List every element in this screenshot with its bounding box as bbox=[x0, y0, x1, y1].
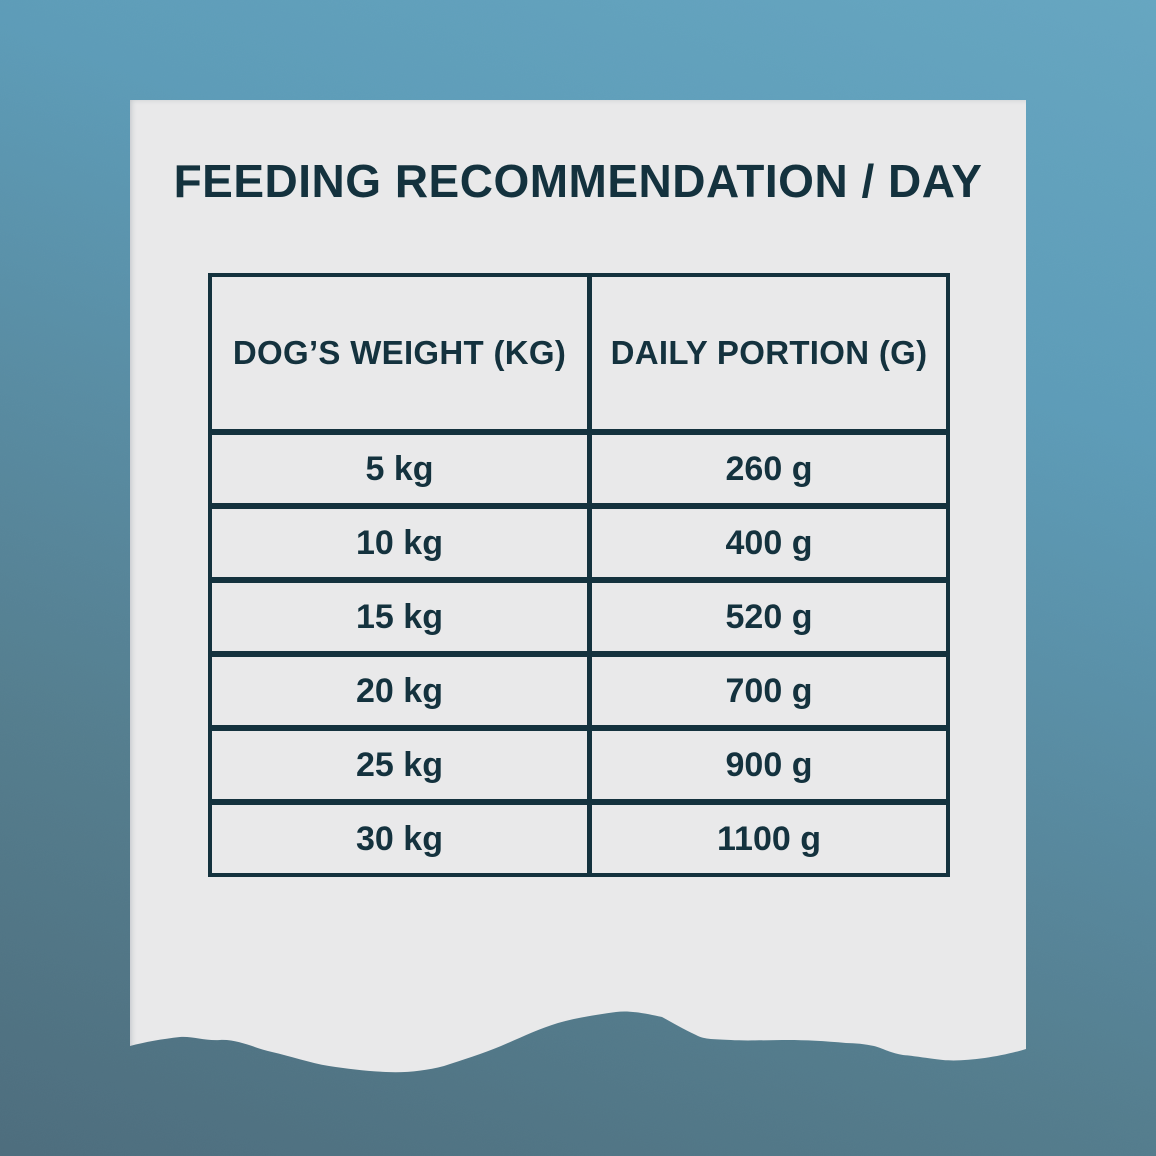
col-header-weight: DOG’S WEIGHT (KG) bbox=[212, 277, 587, 429]
weight-cell-0: 5 kg bbox=[212, 435, 587, 503]
page-title: FEEDING RECOMMENDATION / DAY bbox=[173, 155, 983, 207]
weight-cell-3: 20 kg bbox=[212, 657, 587, 725]
feeding-recommendation-table: DOG’S WEIGHT (KG) DAILY PORTION (G) 5 kg… bbox=[208, 273, 950, 877]
portion-cell-4: 900 g bbox=[592, 731, 946, 799]
portion-cell-0: 260 g bbox=[592, 435, 946, 503]
weight-cell-2: 15 kg bbox=[212, 583, 587, 651]
label-paper: FEEDING RECOMMENDATION / DAY DOG’S WEIGH… bbox=[130, 100, 1026, 1075]
portion-cell-1: 400 g bbox=[592, 509, 946, 577]
weight-cell-1: 10 kg bbox=[212, 509, 587, 577]
portion-cell-5: 1100 g bbox=[592, 805, 946, 873]
col-header-portion: DAILY PORTION (G) bbox=[592, 277, 946, 429]
weight-cell-4: 25 kg bbox=[212, 731, 587, 799]
portion-cell-3: 700 g bbox=[592, 657, 946, 725]
weight-cell-5: 30 kg bbox=[212, 805, 587, 873]
portion-cell-2: 520 g bbox=[592, 583, 946, 651]
